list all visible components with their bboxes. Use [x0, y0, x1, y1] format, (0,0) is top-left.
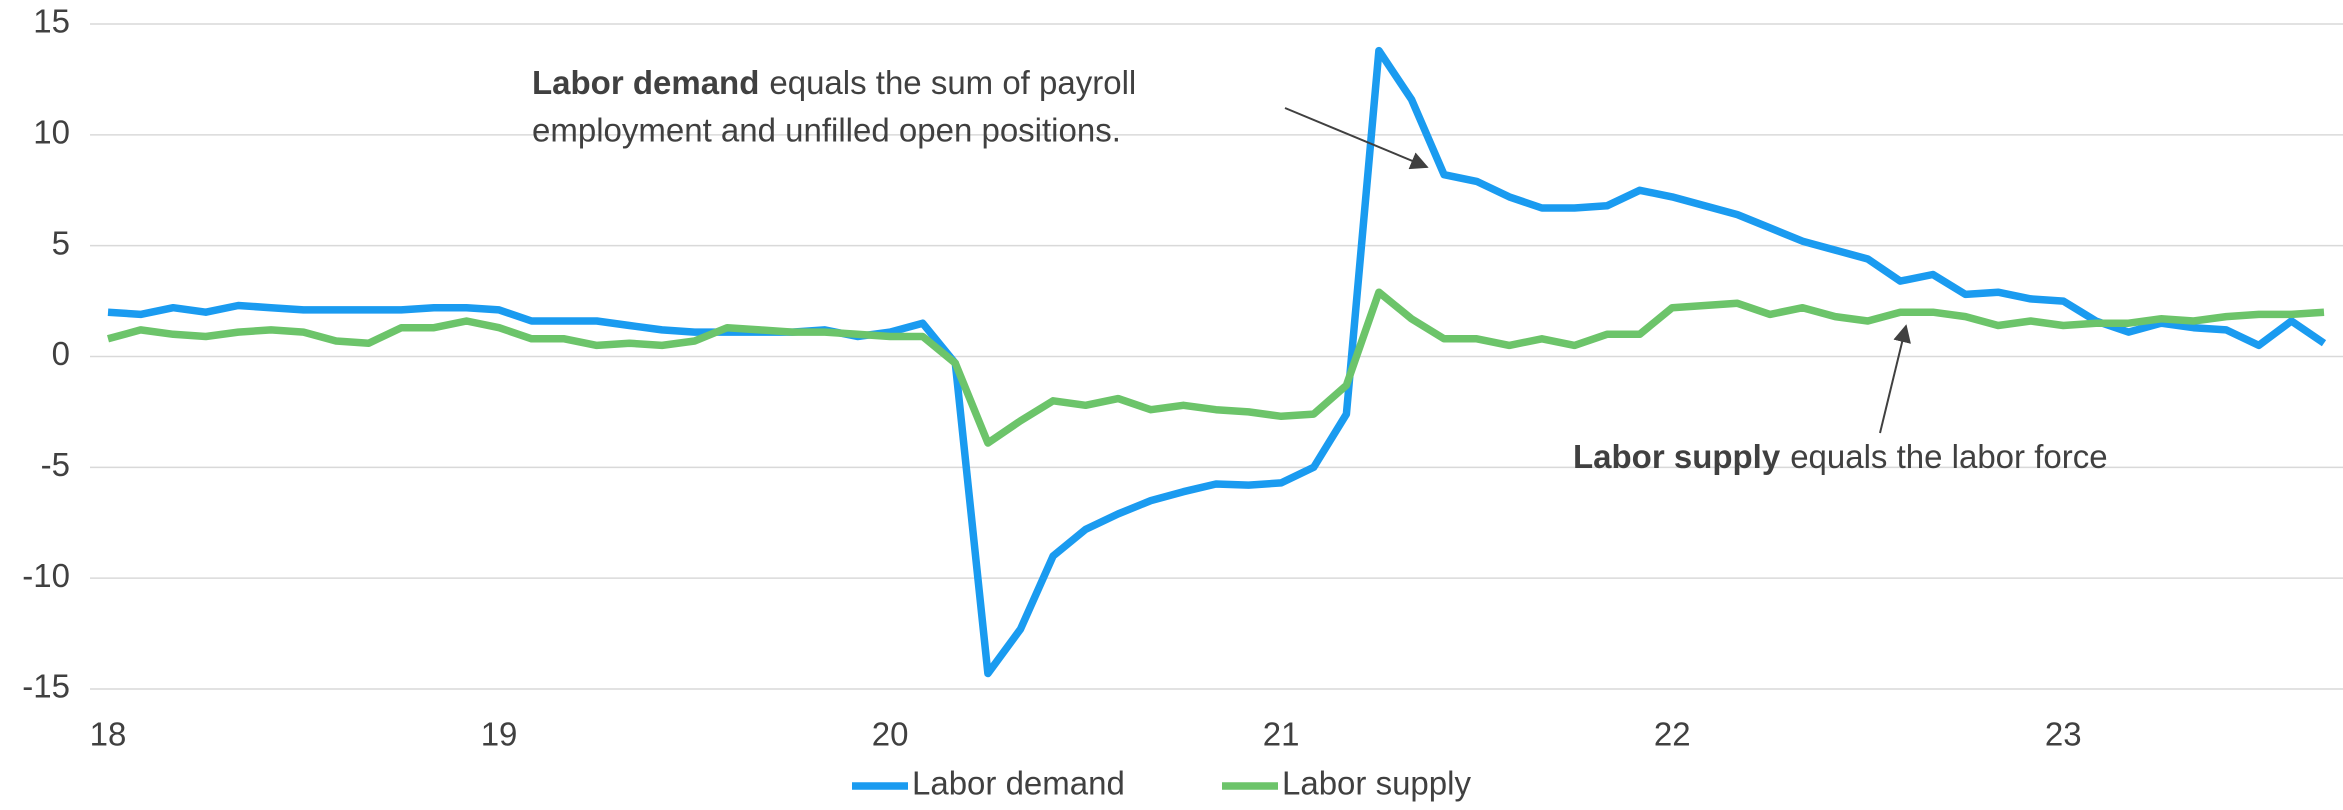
- data-line: [107, 288, 2325, 447]
- plot: [107, 46, 2327, 678]
- y-tick-label: -5: [41, 446, 70, 483]
- annotation-text: equals the labor force: [1790, 438, 2107, 475]
- x-tick-label: 18: [90, 716, 127, 753]
- grid: -15 -10 -5 0 5 10 15 18 19 20 21 22 23: [22, 3, 2343, 753]
- legend-label: Labor supply: [1282, 765, 1471, 802]
- annotation: Labor supply equals the labor force: [1573, 438, 2108, 475]
- y-tick-label: 10: [33, 114, 70, 151]
- legend: Labor demand Labor supply: [852, 765, 1471, 802]
- annotation-bold: Labor demand: [532, 64, 759, 101]
- legend-label: Labor demand: [912, 765, 1125, 802]
- x-tick-label: 20: [872, 716, 909, 753]
- x-tick-label: 23: [2045, 716, 2082, 753]
- y-tick-label: -15: [22, 668, 70, 705]
- x-tick-label: 19: [481, 716, 518, 753]
- data-line: [107, 46, 2327, 678]
- annotation-arrow: [1284, 107, 1429, 170]
- y-tick-label: 15: [33, 3, 70, 40]
- annotation-bold: Labor supply: [1573, 438, 1781, 475]
- x-tick-label: 22: [1654, 716, 1691, 753]
- annotation-text: equals the sum of payroll: [769, 64, 1136, 101]
- x-tick-label: 21: [1263, 716, 1300, 753]
- annotation-arrow: [1879, 324, 1911, 434]
- y-tick-label: 0: [52, 335, 70, 372]
- y-tick-label: -10: [22, 557, 70, 594]
- annotation: Labor demand equals the sum of payroll: [532, 64, 1136, 101]
- annotation-text: employment and unfilled open positions.: [532, 112, 1121, 149]
- y-tick-label: 5: [52, 224, 70, 261]
